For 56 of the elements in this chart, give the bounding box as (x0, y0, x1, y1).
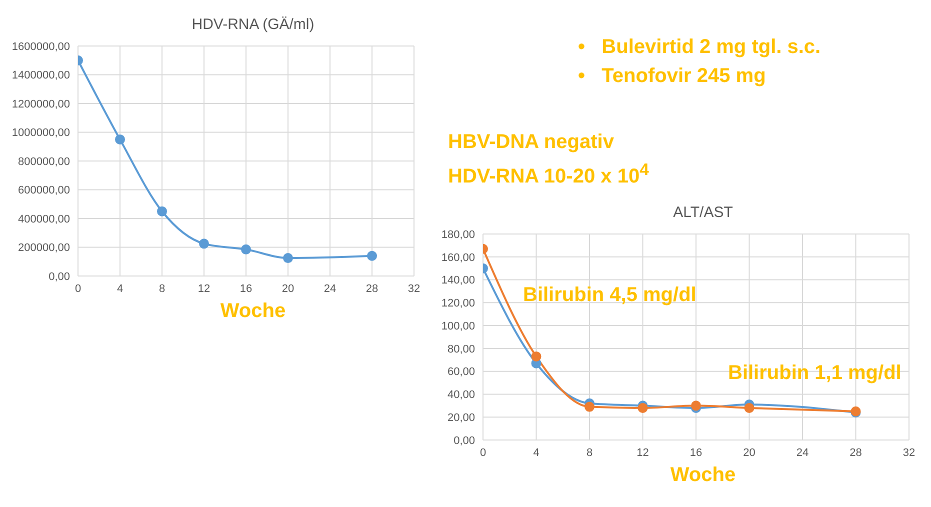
y-tick-label: 180,00 (441, 228, 475, 241)
x-tick-label: 20 (743, 446, 756, 459)
y-tick-label: 1400000,00 (12, 70, 70, 82)
y-tick-label: 1000000,00 (12, 127, 70, 140)
text: HDV-RNA 10-20 x 10$^{4}$ (448, 159, 649, 190)
x-tick-label: 28 (366, 282, 378, 295)
y-tick-label: 1600000,00 (12, 40, 70, 53)
y-tick-label: 600000,00 (18, 184, 70, 197)
y-tick-label: 140,00 (441, 274, 475, 287)
point (199, 238, 209, 249)
text: HBV-DNA negativ (448, 130, 615, 155)
y-tick-label: 80,00 (447, 343, 475, 356)
point (367, 250, 377, 261)
x-tick-label: 24 (324, 282, 336, 295)
x-tick-label: 12 (198, 282, 210, 295)
point (283, 253, 293, 264)
point (241, 244, 251, 254)
y-tick-label: 1200000,00 (12, 98, 70, 110)
y-tick-label: 120,00 (441, 298, 475, 310)
x-tick-label: 0 (74, 282, 82, 295)
x-tick-label: 32 (902, 446, 916, 459)
point (744, 402, 754, 413)
y-tick-label: 800000,00 (18, 156, 70, 168)
y-tick-label: 100,00 (441, 320, 475, 332)
y-tick-label: 200000,00 (18, 242, 70, 254)
point (157, 206, 167, 216)
x-axis-title: Woche (669, 464, 737, 487)
chart-title: HDV-RNA (GÄ/ml) (190, 16, 316, 35)
x-tick-label: 16 (240, 282, 252, 295)
x-tick-label: 24 (796, 446, 809, 459)
text: • Tenofovir 245 mg (578, 65, 767, 88)
y-tick-label: 60,00 (447, 366, 475, 378)
y-tick-label: 20,00 (447, 412, 475, 424)
annotation: Bilirubin 4,5 mg/dl (523, 284, 696, 307)
x-axis-title: Woche (219, 300, 287, 323)
y-tick-label: 160,00 (441, 252, 475, 264)
x-tick-label: 8 (586, 446, 593, 459)
point (531, 351, 542, 362)
y-tick-label: 400000,00 (18, 213, 70, 226)
x-tick-label: 8 (158, 282, 166, 295)
x-tick-label: 12 (636, 446, 649, 459)
chart-title: ALT/AST (672, 204, 734, 223)
x-tick-label: 32 (408, 282, 420, 295)
x-tick-label: 4 (116, 282, 124, 295)
x-tick-label: 28 (850, 446, 862, 459)
annotation: Bilirubin 1,1 mg/dl (728, 362, 902, 385)
point (115, 134, 125, 144)
x-tick-label: 0 (480, 446, 486, 459)
x-tick-label: 16 (690, 446, 702, 459)
y-tick-label: 0,00 (48, 270, 70, 283)
y-tick-label: 0,00 (454, 434, 475, 447)
x-tick-label: 4 (533, 446, 540, 459)
text: • Bulevirtid 2 mg tgl. s.c. (578, 36, 821, 59)
x-tick-label: 20 (282, 282, 294, 295)
y-tick-label: 40,00 (447, 389, 475, 402)
point (584, 402, 594, 412)
